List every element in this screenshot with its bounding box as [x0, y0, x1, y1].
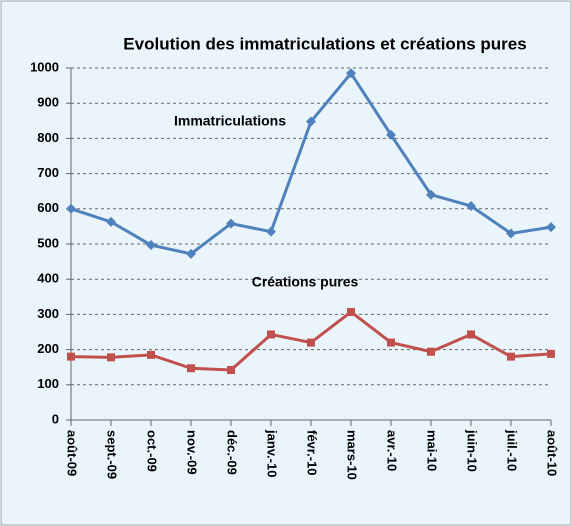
y-tick-label: 400 — [37, 271, 59, 286]
y-tick-label: 0 — [52, 411, 59, 426]
x-tick-label: août-10 — [545, 430, 560, 476]
marker — [466, 200, 476, 211]
marker — [227, 366, 235, 375]
marker — [347, 307, 355, 316]
x-tick-label: déc.-09 — [225, 430, 240, 475]
marker — [387, 338, 395, 347]
marker — [66, 203, 76, 214]
marker — [146, 240, 156, 251]
y-tick-label: 300 — [37, 306, 59, 321]
chart-title: Evolution des immatriculations et créati… — [123, 34, 526, 53]
marker — [506, 228, 516, 239]
y-tick-label: 600 — [37, 200, 59, 215]
marker — [187, 364, 195, 373]
series-label: Créations pures — [252, 274, 359, 290]
marker — [106, 216, 116, 227]
y-tick-label: 200 — [37, 341, 59, 356]
marker — [306, 116, 316, 127]
marker — [507, 352, 515, 361]
y-tick-label: 900 — [37, 95, 59, 110]
x-tick-label: sept.-09 — [105, 430, 120, 479]
marker — [426, 189, 436, 200]
y-tick-label: 800 — [37, 130, 59, 145]
x-tick-label: févr.-10 — [305, 430, 320, 476]
y-tick-label: 1000 — [30, 59, 59, 74]
y-tick-label: 100 — [37, 376, 59, 391]
marker — [386, 129, 396, 140]
marker — [427, 347, 435, 356]
marker — [267, 330, 275, 339]
marker — [266, 226, 276, 237]
marker — [307, 338, 315, 347]
marker — [547, 349, 555, 358]
marker — [67, 352, 75, 361]
x-tick-label: nov.-09 — [185, 430, 200, 475]
x-tick-label: juil.-10 — [505, 429, 520, 471]
y-tick-label: 500 — [37, 235, 59, 250]
x-tick-label: oct.-09 — [145, 430, 160, 472]
marker — [467, 330, 475, 339]
series-label: Immatriculations — [174, 113, 286, 129]
marker — [546, 222, 556, 233]
marker — [226, 218, 236, 229]
marker — [346, 68, 356, 79]
marker — [186, 248, 196, 259]
x-tick-label: juin-10 — [465, 429, 480, 472]
x-tick-label: mars-10 — [345, 430, 360, 480]
x-tick-label: août-09 — [65, 430, 80, 476]
x-tick-label: mai-10 — [425, 430, 440, 471]
marker — [107, 353, 115, 362]
x-tick-label: janv.-10 — [265, 429, 280, 477]
marker — [147, 350, 155, 359]
x-tick-label: avr.-10 — [385, 430, 400, 471]
y-tick-label: 700 — [37, 165, 59, 180]
